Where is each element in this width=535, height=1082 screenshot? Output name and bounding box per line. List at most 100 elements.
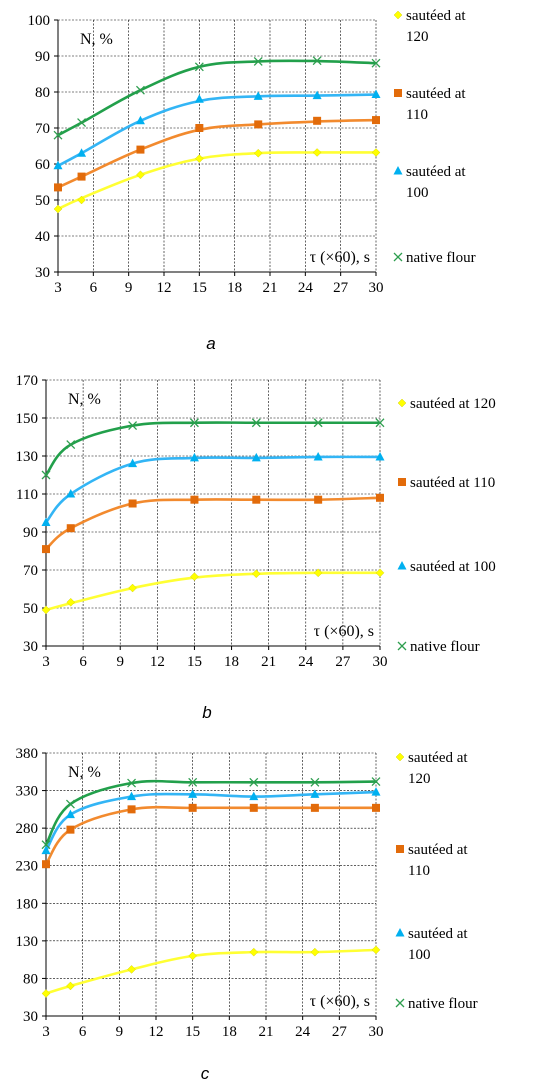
data-point xyxy=(41,845,51,855)
data-point xyxy=(41,470,51,480)
series-0 xyxy=(41,945,381,998)
legend-label: 100 xyxy=(406,185,429,201)
legend-item-1: sautéed at 110 xyxy=(394,86,466,123)
plot-area xyxy=(46,753,376,1016)
data-point xyxy=(66,598,76,607)
panel-label: a xyxy=(206,334,215,353)
legend-label: native flour xyxy=(408,996,478,1012)
square-marker xyxy=(398,478,406,486)
series-3 xyxy=(41,777,381,850)
legend-item-0: sautéed at 120 xyxy=(393,8,466,45)
data-point xyxy=(54,183,62,192)
legend-label: sautéed at xyxy=(408,926,468,942)
y-tick-label: 180 xyxy=(16,896,39,912)
x-tick-label: 12 xyxy=(157,280,172,296)
data-point xyxy=(314,495,323,504)
legend: sautéed at 120 sautéed at 110 sautéed at 100 n… xyxy=(393,8,476,266)
triangle-marker xyxy=(397,561,407,570)
data-point xyxy=(249,791,259,801)
x-marker xyxy=(397,641,407,651)
legend-marker xyxy=(395,998,405,1008)
data-point xyxy=(371,148,381,157)
data-point xyxy=(53,130,63,140)
diamond-marker xyxy=(371,148,381,157)
triangle-marker xyxy=(66,489,76,498)
square-marker xyxy=(190,495,199,504)
y-tick-label: 90 xyxy=(23,525,38,541)
diamond-marker xyxy=(310,947,320,957)
y-tick-label: 130 xyxy=(16,449,39,465)
y-tick-label: 380 xyxy=(16,746,39,762)
data-point xyxy=(53,160,63,170)
data-point xyxy=(376,493,384,502)
data-point xyxy=(66,825,75,834)
x-marker xyxy=(251,418,261,428)
triangle-marker xyxy=(188,789,198,798)
series-1 xyxy=(54,116,380,192)
y-tick-label: 90 xyxy=(35,49,50,65)
data-point xyxy=(128,458,138,468)
data-point xyxy=(135,85,145,95)
square-marker xyxy=(127,805,136,814)
data-point xyxy=(372,803,380,812)
x-marker xyxy=(313,418,323,428)
series-2 xyxy=(53,89,381,170)
data-point xyxy=(66,524,75,533)
square-marker xyxy=(372,116,380,125)
square-marker xyxy=(252,495,261,504)
data-point xyxy=(249,777,259,787)
x-tick-label: 21 xyxy=(263,280,278,296)
square-marker xyxy=(77,172,86,181)
chart-panel-c: 3 6 9 12 15 18 21 24 27 30 30 80 130 180 230 280 330 380 N… xyxy=(16,746,478,1082)
triangle-marker xyxy=(395,928,405,937)
triangle-marker xyxy=(251,452,261,462)
data-point xyxy=(189,452,199,462)
legend-item-1: sautéed at 110 xyxy=(396,842,468,879)
diamond-marker xyxy=(393,10,403,20)
diamond-marker xyxy=(128,583,137,593)
x-marker xyxy=(253,56,263,66)
x-tick-label: 30 xyxy=(373,654,388,670)
x-tick-label: 24 xyxy=(298,280,314,296)
legend-label: 120 xyxy=(408,771,431,787)
data-point xyxy=(190,572,199,581)
data-point xyxy=(128,421,138,431)
x-tick-label: 30 xyxy=(369,280,384,296)
x-marker xyxy=(310,777,320,787)
y-tick-label: 70 xyxy=(35,121,50,137)
square-marker xyxy=(314,495,323,504)
triangle-marker xyxy=(135,115,145,125)
x-marker xyxy=(375,418,385,428)
x-tick-label: 6 xyxy=(79,1024,87,1040)
x-tick-label: 15 xyxy=(192,280,207,296)
data-point xyxy=(313,451,323,461)
triangle-marker xyxy=(371,787,381,796)
y-tick-label: 30 xyxy=(35,265,50,281)
data-point xyxy=(53,204,63,214)
diamond-marker xyxy=(397,398,407,408)
x-tick-label: 15 xyxy=(187,654,202,670)
data-point xyxy=(135,115,145,125)
square-marker xyxy=(128,499,137,508)
data-point xyxy=(313,418,323,428)
data-point xyxy=(194,94,204,103)
diamond-marker xyxy=(253,148,263,158)
diamond-marker xyxy=(190,572,199,581)
square-marker xyxy=(66,524,75,533)
data-point xyxy=(189,418,199,428)
diamond-marker xyxy=(375,568,385,578)
x-tick-label: 6 xyxy=(90,280,98,296)
data-point xyxy=(249,803,258,812)
diamond-marker xyxy=(249,947,259,957)
legend-item-2: sautéed at 100 xyxy=(397,559,496,575)
data-point xyxy=(41,517,51,526)
x-tick-label: 12 xyxy=(149,1024,164,1040)
triangle-marker xyxy=(313,451,323,461)
x-marker xyxy=(188,777,198,787)
triangle-marker xyxy=(371,89,381,99)
data-point xyxy=(251,452,261,462)
data-point xyxy=(371,58,381,68)
data-point xyxy=(252,495,261,504)
triangle-marker xyxy=(128,458,138,468)
chart-panel-b: 3 6 9 12 15 18 21 24 27 30 30 50 70 90 110 130 150 170 N, … xyxy=(16,373,496,722)
